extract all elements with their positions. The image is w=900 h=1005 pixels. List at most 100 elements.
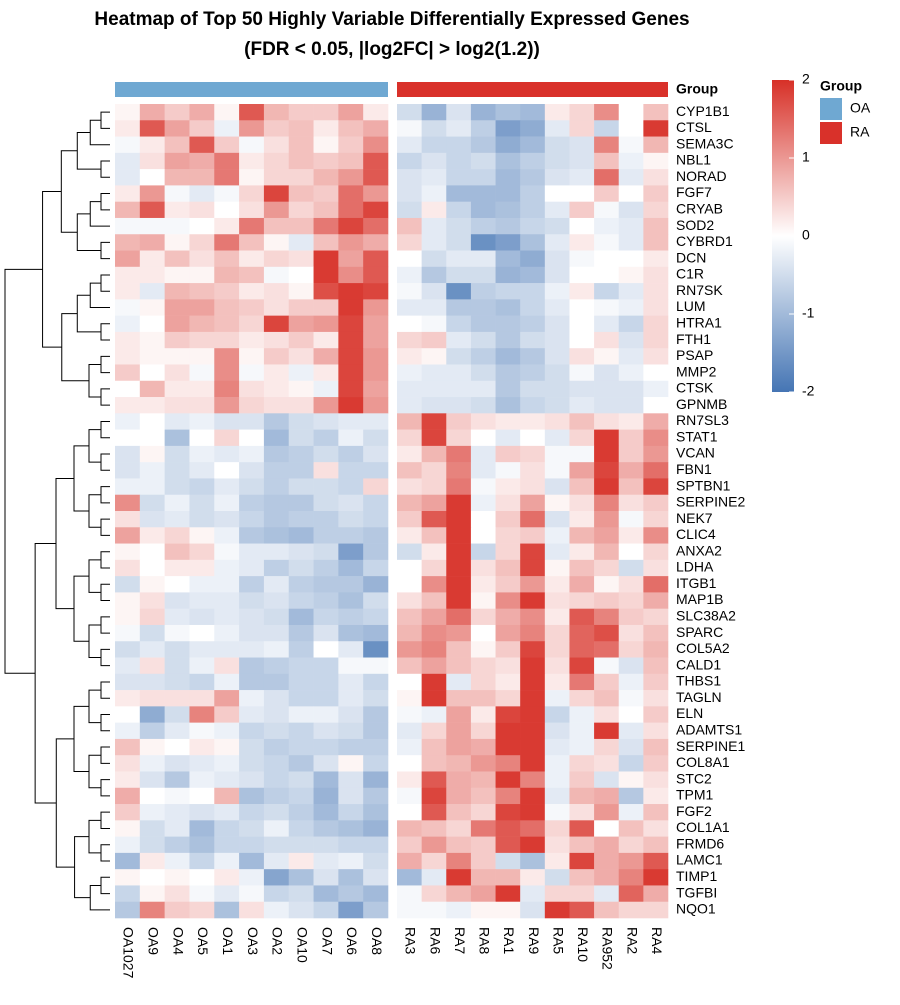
heatmap-cell bbox=[263, 315, 290, 333]
heatmap-cell bbox=[594, 722, 620, 740]
heatmap-cell bbox=[313, 348, 339, 365]
heatmap-cell bbox=[446, 901, 472, 919]
heatmap-cell bbox=[338, 608, 364, 626]
heatmap-cell bbox=[618, 738, 644, 756]
heatmap-cell bbox=[520, 169, 546, 186]
heatmap-cell bbox=[189, 657, 215, 675]
heatmap-cell bbox=[495, 429, 521, 447]
heatmap-cell bbox=[544, 201, 570, 219]
heatmap-cell bbox=[363, 364, 389, 382]
heatmap-cell bbox=[495, 576, 521, 593]
heatmap-cell bbox=[618, 478, 644, 496]
heatmap-cell bbox=[363, 690, 389, 707]
heatmap-cell bbox=[397, 169, 422, 186]
heatmap-cell bbox=[421, 543, 447, 561]
heatmap-cell bbox=[618, 885, 644, 903]
heatmap-cell bbox=[288, 169, 314, 186]
heatmap-cell bbox=[214, 331, 240, 349]
heatmap-cell bbox=[544, 478, 570, 496]
heatmap-cell bbox=[288, 185, 314, 202]
dendrogram-branch bbox=[100, 746, 110, 764]
heatmap-cell bbox=[263, 527, 290, 544]
heatmap-cell bbox=[363, 592, 389, 609]
heatmap-cell bbox=[239, 722, 265, 740]
heatmap-cell bbox=[189, 462, 215, 479]
heatmap-cell bbox=[189, 804, 215, 821]
heatmap-cell bbox=[313, 869, 339, 886]
heatmap-cell bbox=[470, 869, 496, 886]
heatmap-cell bbox=[643, 462, 669, 479]
heatmap-cell bbox=[313, 755, 339, 772]
heatmap-cell bbox=[214, 152, 240, 170]
heatmap-cell bbox=[643, 641, 669, 658]
heatmap-cell bbox=[338, 234, 364, 251]
heatmap-cell bbox=[520, 673, 546, 691]
heatmap-cell bbox=[421, 445, 447, 463]
heatmap-cell bbox=[139, 608, 165, 626]
heatmap-cell bbox=[520, 136, 546, 154]
row-label: CALD1 bbox=[676, 656, 721, 672]
heatmap-cell bbox=[115, 608, 141, 626]
dendrogram-branch bbox=[88, 494, 101, 528]
heatmap-cell bbox=[139, 397, 165, 414]
heatmap-cell bbox=[139, 217, 165, 235]
heatmap-cell bbox=[618, 348, 644, 365]
heatmap-cell bbox=[421, 901, 447, 919]
heatmap-cell bbox=[643, 331, 669, 349]
heatmap-cell bbox=[164, 478, 190, 496]
heatmap-cell bbox=[363, 673, 389, 691]
heatmap-cell bbox=[520, 706, 546, 723]
heatmap-cell bbox=[139, 152, 165, 170]
heatmap-cell bbox=[544, 641, 570, 658]
heatmap-cell bbox=[397, 738, 422, 756]
heatmap-cell bbox=[643, 217, 669, 235]
heatmap-cell bbox=[569, 136, 595, 154]
heatmap-cell bbox=[643, 478, 669, 496]
row-label: NORAD bbox=[676, 168, 727, 184]
heatmap-cell bbox=[313, 185, 339, 202]
heatmap-cell bbox=[544, 185, 570, 202]
heatmap-cell bbox=[643, 397, 669, 414]
heatmap-cell bbox=[397, 185, 422, 202]
heatmap-cell bbox=[569, 527, 595, 544]
heatmap-cell bbox=[544, 283, 570, 300]
heatmap-cell bbox=[189, 364, 215, 382]
heatmap-cell bbox=[363, 608, 389, 626]
heatmap-cell bbox=[338, 364, 364, 382]
heatmap-cell bbox=[239, 152, 265, 170]
heatmap-cell bbox=[189, 152, 215, 170]
heatmap-cell bbox=[618, 494, 644, 512]
heatmap-cell bbox=[239, 592, 265, 609]
heatmap-cell bbox=[643, 315, 669, 333]
heatmap-cell bbox=[470, 364, 496, 382]
heatmap-cell bbox=[495, 901, 521, 919]
heatmap-cell bbox=[363, 348, 389, 365]
heatmap-cell bbox=[421, 608, 447, 626]
colorbar-tick-label: -2 bbox=[802, 383, 815, 399]
heatmap-cell bbox=[363, 527, 389, 544]
heatmap-cell bbox=[263, 673, 290, 691]
heatmap-cell bbox=[239, 315, 265, 333]
heatmap-cell bbox=[363, 315, 389, 333]
heatmap-cell bbox=[214, 901, 240, 919]
heatmap-cell bbox=[288, 315, 314, 333]
heatmap-cell bbox=[288, 771, 314, 789]
heatmap-cell bbox=[569, 429, 595, 447]
heatmap-cell bbox=[139, 901, 165, 919]
heatmap-cell bbox=[520, 250, 546, 268]
heatmap-cell bbox=[139, 527, 165, 544]
heatmap-cell bbox=[643, 364, 669, 382]
heatmap-cell bbox=[643, 576, 669, 593]
heatmap-cell bbox=[421, 787, 447, 805]
heatmap-cell bbox=[421, 852, 447, 870]
heatmap-cell bbox=[397, 266, 422, 284]
heatmap-cell bbox=[214, 722, 240, 740]
heatmap-cell bbox=[164, 852, 190, 870]
heatmap-cell bbox=[421, 885, 447, 903]
heatmap-cell bbox=[544, 511, 570, 528]
heatmap-cell bbox=[618, 104, 644, 121]
heatmap-cell bbox=[263, 250, 290, 268]
heatmap-cell bbox=[544, 266, 570, 284]
heatmap-cell bbox=[164, 527, 190, 544]
heatmap-cell bbox=[421, 380, 447, 398]
